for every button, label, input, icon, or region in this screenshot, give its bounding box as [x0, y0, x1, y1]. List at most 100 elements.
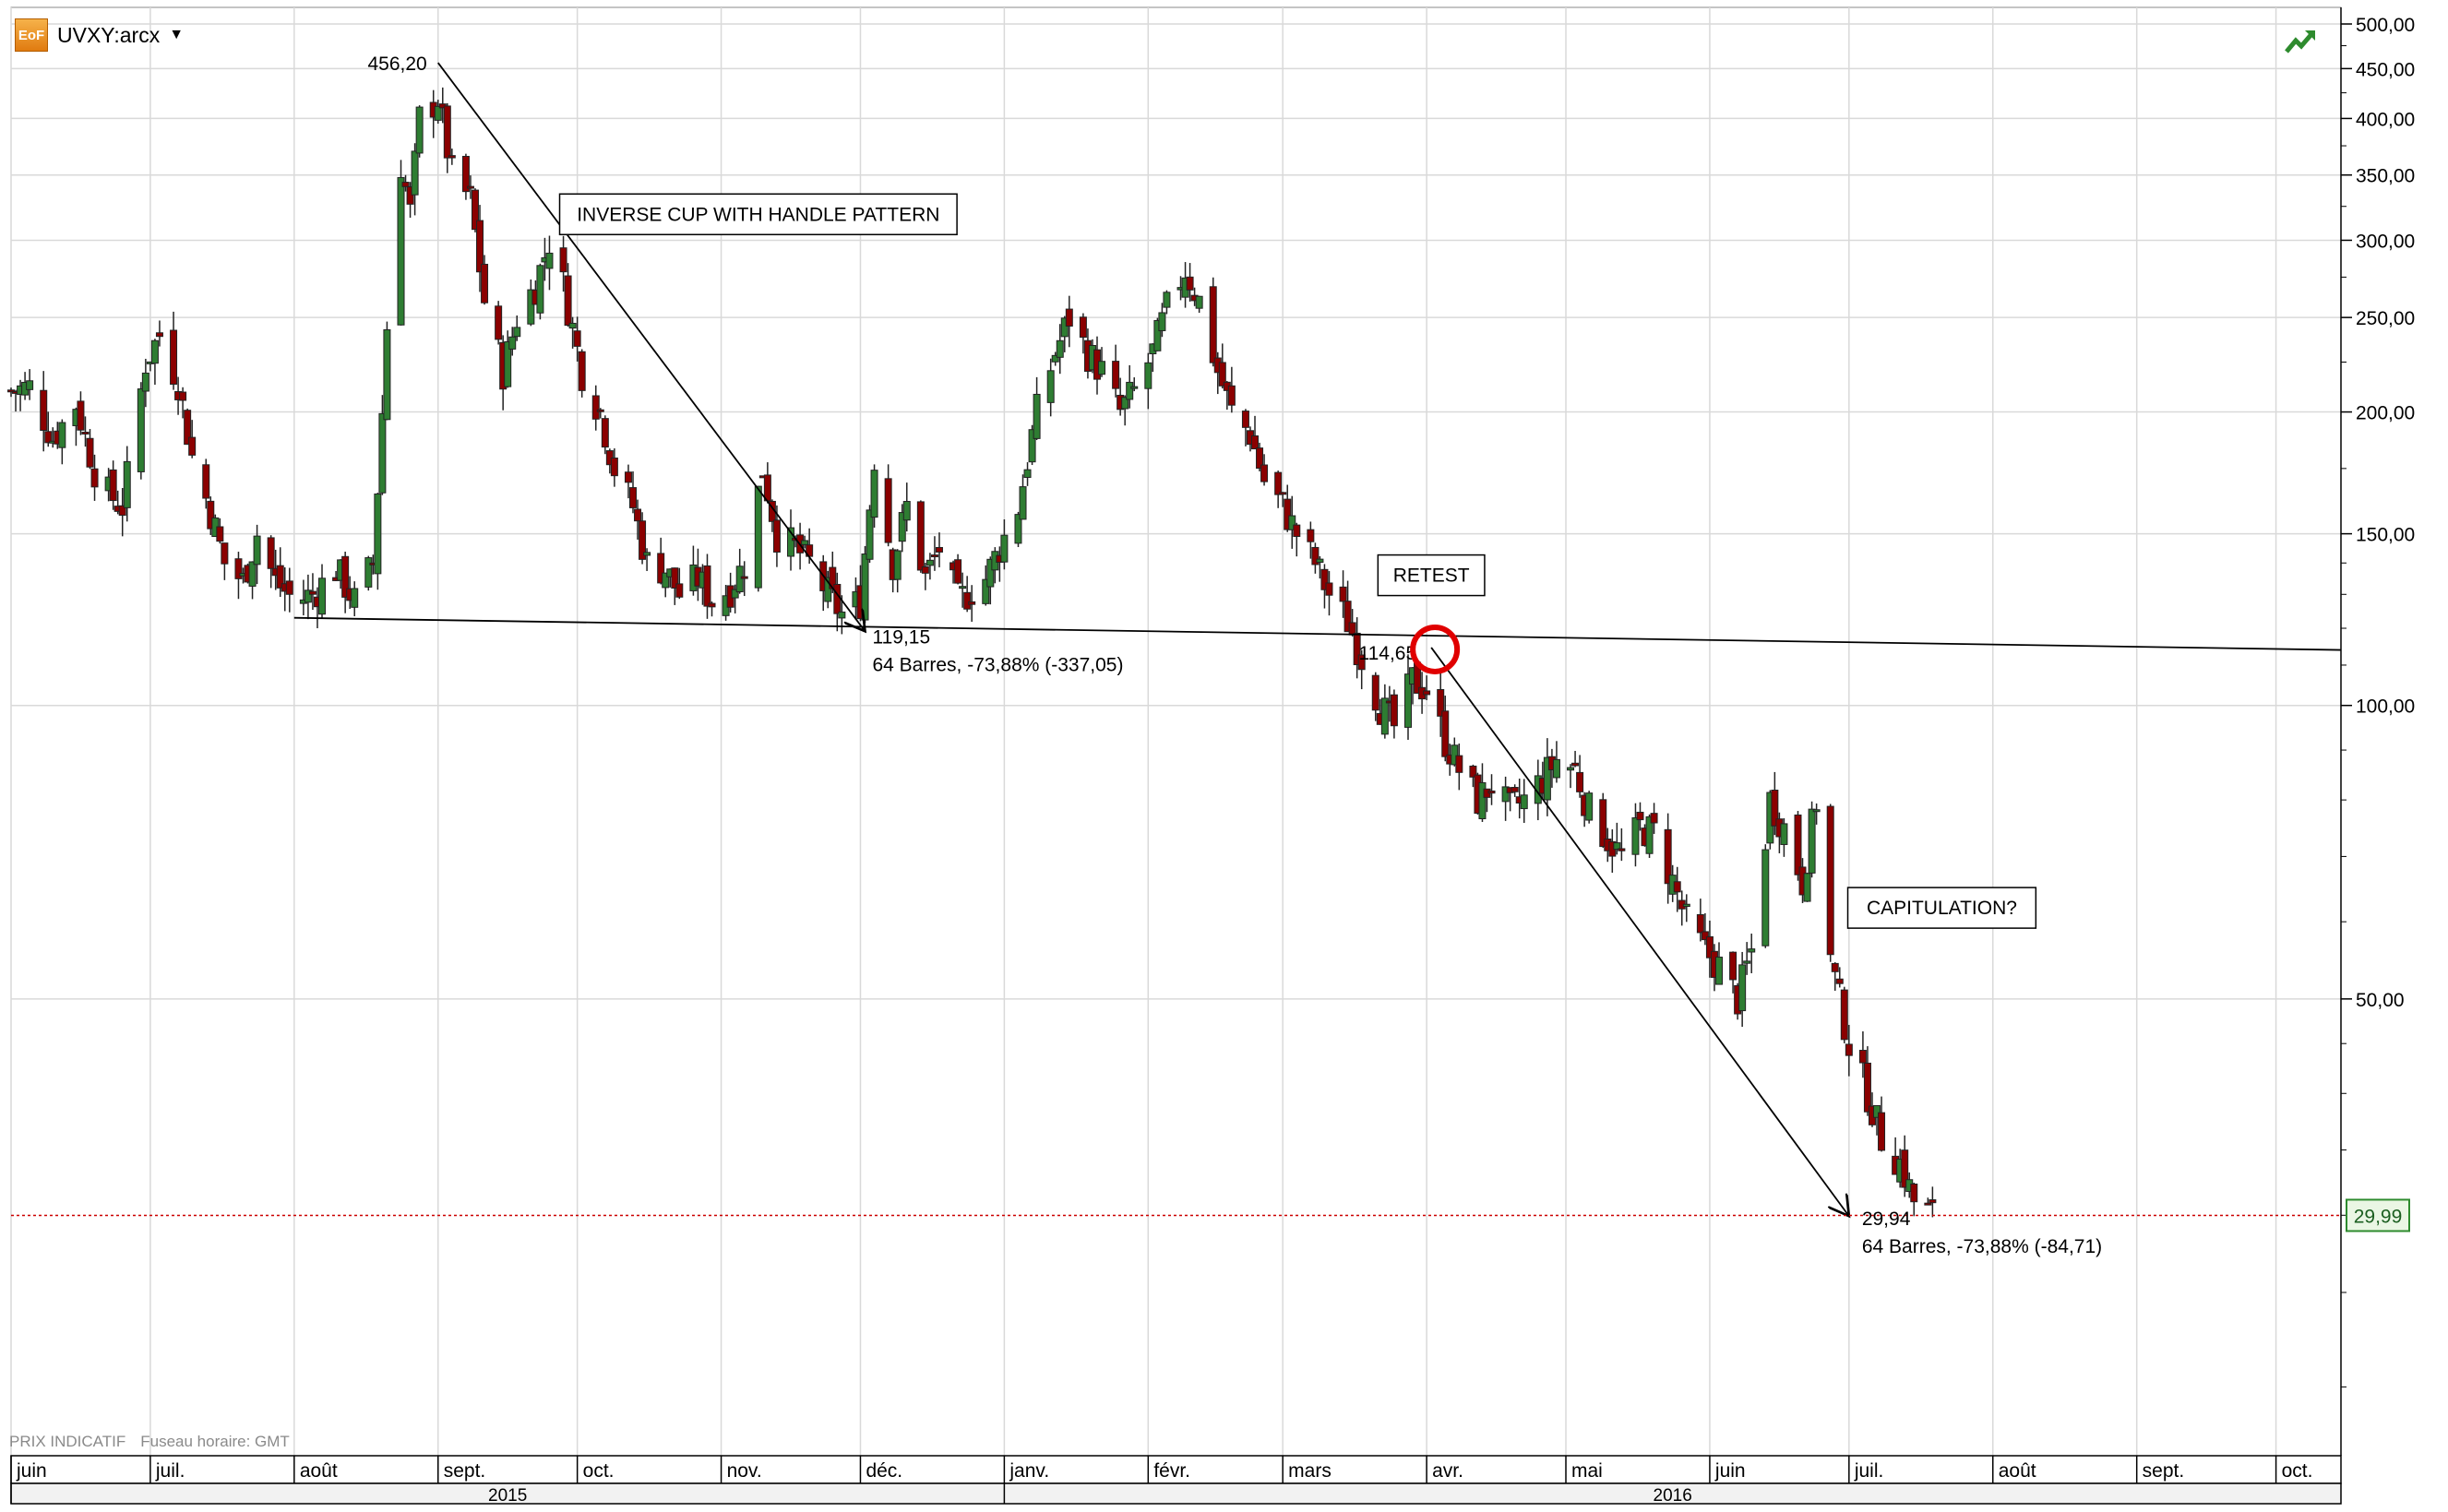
candle [675, 583, 684, 598]
y-tick-label: 200,00 [2356, 403, 2415, 424]
trend-arrow-icon[interactable] [2285, 31, 2314, 54]
candle [1451, 744, 1459, 766]
candle [629, 487, 638, 508]
drawdown-label-1: 64 Barres, -73,88% (-337,05) [872, 654, 1123, 675]
candle [1144, 362, 1152, 389]
candle [1126, 381, 1134, 400]
x-tick-label: juin [1714, 1460, 1746, 1482]
candle [959, 586, 967, 589]
candle [341, 555, 350, 598]
candle [318, 577, 327, 615]
candle [1316, 558, 1324, 564]
candle [1079, 316, 1087, 339]
retest-circle-marker [1410, 624, 1461, 674]
pattern-label-box [558, 193, 958, 236]
candle [351, 588, 359, 608]
candle [968, 601, 976, 605]
candle [401, 182, 410, 187]
candle [1121, 397, 1129, 410]
candle [1501, 786, 1510, 803]
timezone-note: Fuseau horaire: GMT [140, 1433, 290, 1450]
candle [253, 535, 261, 566]
x-year-label: 2016 [1654, 1486, 1692, 1506]
candle [1065, 308, 1073, 327]
candle [1794, 814, 1802, 875]
pattern-label-box [1846, 887, 2037, 929]
candle [1357, 654, 1366, 671]
candle [495, 305, 503, 340]
candle [58, 422, 66, 448]
candle [1761, 849, 1770, 946]
x-tick-label: oct. [583, 1460, 615, 1482]
candle [1251, 435, 1260, 450]
candle [731, 589, 739, 599]
candle [81, 431, 90, 435]
candle [1163, 292, 1171, 308]
candle [735, 566, 744, 593]
candle [1218, 362, 1226, 387]
last-price-badge [2346, 1198, 2410, 1232]
candle [285, 580, 293, 595]
trend-arrow-head [2305, 30, 2315, 41]
candle [1209, 286, 1217, 363]
candle [207, 500, 215, 530]
chart-header: EoF UVXY:arcx ▼ [15, 17, 184, 54]
x-tick-label: sept. [2143, 1460, 2185, 1482]
candle [1812, 809, 1821, 813]
candle [545, 252, 554, 269]
candle [406, 185, 414, 205]
candle [123, 460, 131, 508]
candle [267, 537, 275, 569]
drawdown-label-2: 64 Barres, -73,88% (-84,71) [1862, 1236, 2102, 1257]
candle [1840, 989, 1848, 1041]
candle [383, 328, 391, 421]
candle [1256, 447, 1264, 470]
peak-value-label: 456,20 [368, 54, 427, 75]
caret-down-icon[interactable]: ▼ [169, 27, 185, 42]
candle [898, 512, 906, 542]
candle [1478, 781, 1487, 820]
candle [1682, 903, 1690, 908]
x-tick-label: nov. [727, 1460, 762, 1482]
footer-note: PRIX INDICATIF Fuseau horaire: GMT [9, 1433, 290, 1451]
y-tick-label: 100,00 [2356, 696, 2415, 718]
x-tick-label: oct. [2282, 1460, 2313, 1482]
symbol-label[interactable]: UVXY:arcx [57, 22, 161, 47]
x-year-label: 2015 [488, 1486, 527, 1506]
candle [708, 602, 716, 608]
candle [1873, 1105, 1881, 1118]
candle [1858, 1050, 1867, 1064]
candle [461, 155, 470, 193]
trendline-decline-1[interactable] [437, 62, 866, 631]
candle [1826, 805, 1834, 956]
candle [1901, 1149, 1909, 1188]
candle [1060, 317, 1069, 338]
candle [44, 431, 53, 444]
candle [1353, 632, 1361, 666]
y-tick-label: 500,00 [2356, 15, 2415, 36]
candle [1743, 960, 1751, 964]
candle [1780, 823, 1788, 845]
candle [1645, 816, 1654, 854]
x-tick-label: sept. [444, 1460, 486, 1482]
candle [415, 106, 424, 154]
trendline-neckline[interactable] [293, 616, 2342, 651]
candle [1552, 758, 1560, 779]
candle [1311, 546, 1320, 566]
candle [925, 559, 934, 566]
candle [216, 526, 224, 542]
candle [1835, 978, 1844, 984]
candle [448, 155, 456, 159]
candle [1929, 1199, 1937, 1204]
candle [411, 150, 419, 196]
candle [1618, 848, 1626, 851]
candle [1673, 881, 1681, 893]
candle [954, 559, 962, 584]
candle [916, 501, 925, 571]
last-price-label: 29,99 [2354, 1206, 2403, 1227]
candle [1831, 962, 1839, 972]
trendline-decline-2[interactable] [1430, 647, 1849, 1216]
candle [1808, 808, 1816, 874]
retest-value-label: 114,65 [1358, 643, 1416, 664]
